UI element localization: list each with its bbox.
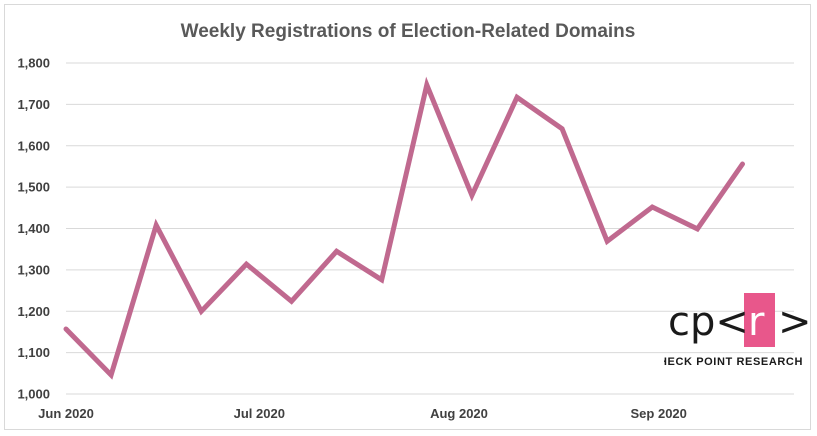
x-tick-label: Jul 2020 — [234, 406, 285, 421]
y-tick-label: 1,300 — [17, 262, 50, 277]
x-tick-label: Aug 2020 — [430, 406, 488, 421]
series-group — [63, 76, 745, 380]
series-line — [63, 76, 745, 380]
y-tick-label: 1,200 — [17, 304, 50, 319]
y-tick-label: 1,800 — [17, 56, 50, 71]
y-tick-label: 1,500 — [17, 180, 50, 195]
y-tick-label: 1,600 — [17, 138, 50, 153]
logo-mark-right: > — [778, 299, 809, 345]
x-tick-label: Sep 2020 — [631, 406, 687, 421]
y-tick-label: 1,400 — [17, 221, 50, 236]
x-tick-label: Jun 2020 — [38, 406, 94, 421]
logo-mark-box: r — [748, 299, 765, 345]
y-axis-ticks: 1,000 1,100 1,200 1,300 1,400 1,500 1,600 1,700… — [17, 56, 50, 402]
y-tick-label: 1,700 — [17, 97, 50, 112]
logo-mark-left: cp< — [668, 299, 749, 345]
logo-caption: CHECK POINT RESEARCH — [664, 356, 803, 368]
y-tick-label: 1,000 — [17, 387, 50, 402]
gridlines — [66, 62, 794, 395]
check-point-research-logo: cp< r > CHECK POINT RESEARCH — [650, 291, 812, 381]
logo-highlight-box — [744, 293, 775, 347]
x-axis-ticks: Jun 2020 Jul 2020 Aug 2020 Sep 2020 — [38, 406, 687, 421]
y-tick-label: 1,100 — [17, 345, 50, 360]
chart-title: Weekly Registrations of Election-Related… — [181, 21, 636, 42]
